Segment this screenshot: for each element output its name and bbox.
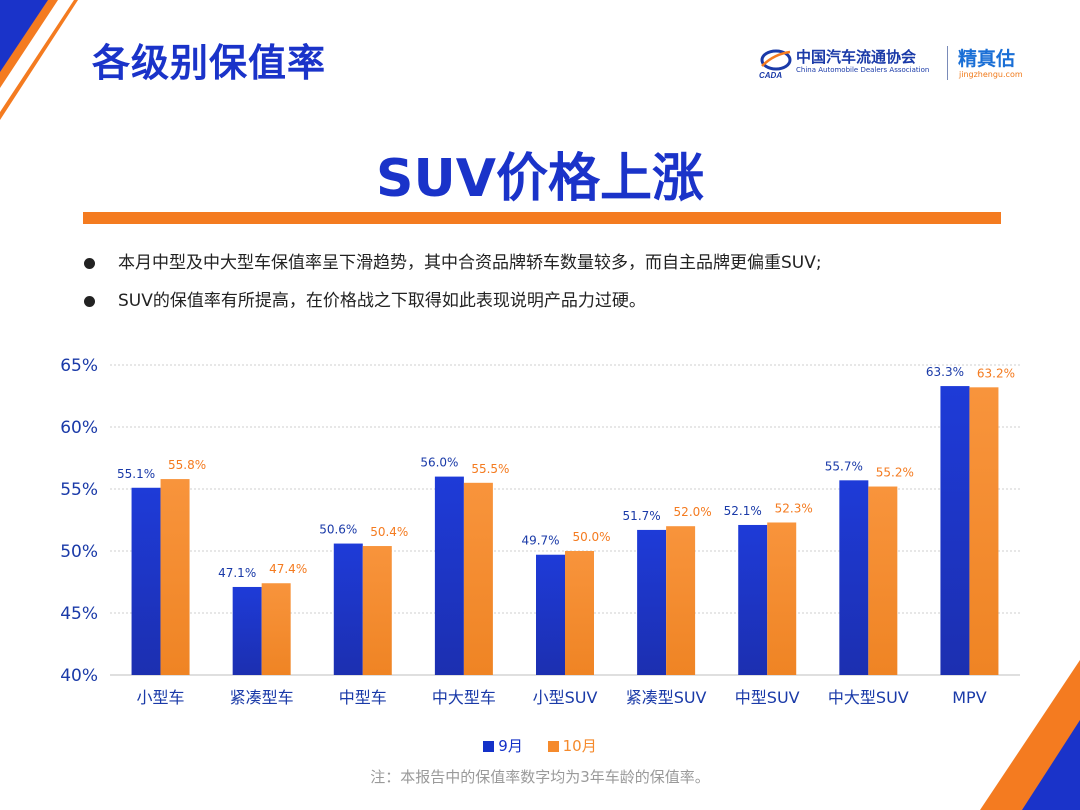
logo-brand-url: jingzhengu.com — [959, 70, 1023, 79]
bar-oct — [160, 479, 190, 675]
bullet-dot — [84, 296, 95, 307]
bar-sep — [536, 554, 565, 675]
bar-oct — [261, 583, 291, 675]
y-tick-label: 40% — [60, 666, 98, 686]
bar-sep — [131, 487, 161, 675]
logo-divider — [947, 46, 948, 80]
data-label-sep: 55.1% — [117, 467, 155, 481]
bullet-item: 本月中型及中大型车保值率呈下滑趋势，其中合资品牌轿车数量较多，而自主品牌更偏重S… — [84, 252, 1044, 274]
data-label-sep: 50.6% — [319, 523, 357, 537]
bar-sep — [940, 386, 970, 675]
headline-underline — [83, 212, 1001, 224]
legend-item-oct: 10月 — [547, 735, 597, 756]
bullet-list: 本月中型及中大型车保值率呈下滑趋势，其中合资品牌轿车数量较多，而自主品牌更偏重S… — [84, 252, 1044, 328]
bar-oct — [868, 486, 898, 675]
logo-mark-text: CADA — [759, 71, 782, 80]
legend-label-oct: 10月 — [562, 737, 597, 755]
data-label-oct: 55.8% — [168, 458, 206, 472]
bar-oct — [463, 482, 493, 675]
bullet-text: SUV的保值率有所提高，在价格战之下取得如此表现说明产品力过硬。 — [118, 291, 646, 311]
data-label-oct: 50.0% — [572, 530, 610, 544]
bar-sep — [839, 480, 869, 675]
x-tick-label: 中型车 — [339, 688, 387, 707]
bar-oct — [969, 387, 999, 675]
data-label-oct: 63.2% — [977, 366, 1015, 380]
x-tick-label: 中大型SUV — [828, 688, 909, 707]
y-tick-label: 55% — [60, 480, 98, 500]
bullet-text: 本月中型及中大型车保值率呈下滑趋势，其中合资品牌轿车数量较多，而自主品牌更偏重S… — [118, 253, 822, 273]
y-tick-label: 60% — [60, 418, 98, 438]
data-label-sep: 51.7% — [623, 509, 661, 523]
x-tick-label: 小型车 — [137, 688, 185, 707]
headline: SUV价格上涨 — [376, 149, 704, 209]
data-label-oct: 55.2% — [876, 466, 914, 480]
x-tick-label: 中型SUV — [735, 688, 800, 707]
x-tick-label: 紧凑型车 — [230, 688, 294, 707]
bar-sep — [333, 543, 363, 675]
data-label-sep: 63.3% — [926, 365, 964, 379]
logo-org-cn: 中国汽车流通协会 — [796, 48, 917, 66]
bar-sep — [637, 529, 667, 675]
data-label-oct: 52.0% — [674, 505, 712, 519]
bullet-item: SUV的保值率有所提高，在价格战之下取得如此表现说明产品力过硬。 — [84, 290, 1044, 312]
cada-logo-icon: CADA — [759, 49, 792, 80]
data-label-oct: 55.5% — [471, 462, 509, 476]
bar-sep — [738, 524, 768, 675]
data-label-sep: 52.1% — [724, 504, 762, 518]
logo-org-en: China Automobile Dealers Association — [796, 66, 930, 74]
y-tick-label: 50% — [60, 542, 98, 562]
bar-oct — [666, 526, 696, 675]
legend-swatch-sep — [483, 741, 495, 752]
bar-sep — [232, 586, 262, 675]
footnote: 注：本报告中的保值率数字均为3年车龄的保值率。 — [370, 768, 710, 786]
logo-brand: 精真估 — [958, 48, 1016, 70]
y-tick-label: 65% — [60, 356, 98, 376]
bar-oct — [767, 522, 797, 675]
data-label-sep: 56.0% — [420, 456, 458, 470]
data-label-oct: 52.3% — [775, 501, 813, 515]
bar-sep — [434, 476, 464, 675]
data-label-oct: 47.4% — [269, 562, 307, 576]
x-tick-label: 小型SUV — [533, 688, 598, 707]
logo: CADA 中国汽车流通协会 China Automobile Dealers A… — [756, 44, 1056, 88]
data-label-sep: 49.7% — [521, 534, 559, 548]
chart-legend: 9月 10月 — [0, 735, 1080, 756]
bar-oct — [362, 546, 392, 675]
bullet-dot — [84, 258, 95, 269]
bar-oct — [565, 551, 594, 675]
legend-swatch-oct — [547, 741, 559, 752]
legend-item-sep: 9月 — [483, 735, 523, 756]
legend-label-sep: 9月 — [498, 737, 523, 755]
x-tick-label: 中大型车 — [432, 688, 496, 707]
data-label-sep: 55.7% — [825, 459, 863, 473]
page-title: 各级别保值率 — [92, 41, 327, 85]
x-tick-label: MPV — [952, 688, 986, 707]
y-tick-label: 45% — [60, 604, 98, 624]
data-label-sep: 47.1% — [218, 566, 256, 580]
data-label-oct: 50.4% — [370, 525, 408, 539]
x-tick-label: 紧凑型SUV — [626, 688, 707, 707]
